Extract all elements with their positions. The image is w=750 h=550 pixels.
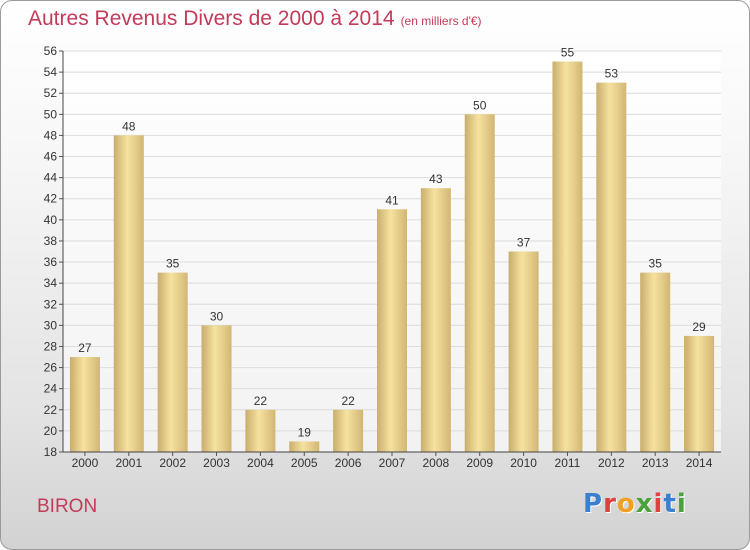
- logo-letter: x: [635, 489, 654, 519]
- y-tick-label: 30: [44, 318, 58, 332]
- chart-subtitle: (en milliers d'€): [400, 14, 482, 28]
- data-label: 22: [341, 394, 355, 408]
- logo-letter: i: [653, 489, 664, 519]
- y-tick-label: 38: [44, 234, 58, 248]
- y-tick-label: 36: [44, 255, 58, 269]
- bar-2014: [684, 335, 715, 452]
- bar-2000: [69, 357, 100, 452]
- y-tick-label: 34: [44, 276, 58, 290]
- y-tick-label: 20: [44, 424, 58, 438]
- y-tick-label: 52: [44, 86, 58, 100]
- bar-2005: [289, 441, 320, 452]
- bar-2011: [552, 61, 583, 452]
- y-tick-label: 40: [44, 213, 58, 227]
- y-tick-label: 28: [44, 339, 58, 353]
- y-tick-label: 42: [44, 192, 58, 206]
- data-label: 27: [78, 341, 92, 355]
- chart-title: Autres Revenus Divers de 2000 à 2014 (en …: [28, 7, 482, 31]
- bar-2003: [201, 325, 232, 452]
- x-tick-label: 2003: [203, 456, 230, 470]
- data-label: 53: [605, 67, 619, 81]
- bar-2008: [420, 188, 451, 452]
- logo-letter: i: [676, 489, 687, 519]
- x-tick-label: 2009: [466, 456, 493, 470]
- x-tick-label: 2002: [159, 456, 186, 470]
- x-tick-label: 2001: [115, 456, 142, 470]
- y-tick-label: 56: [44, 44, 58, 58]
- x-tick-label: 2008: [423, 456, 450, 470]
- x-tick-label: 2000: [72, 456, 99, 470]
- y-tick-label: 22: [44, 403, 58, 417]
- bar-2007: [377, 209, 407, 452]
- y-tick-label: 44: [44, 171, 58, 185]
- data-label: 35: [166, 257, 180, 271]
- data-label: 37: [517, 236, 531, 250]
- bar-2004: [245, 409, 276, 452]
- x-tick-label: 2004: [247, 456, 274, 470]
- y-tick-label: 18: [44, 445, 58, 459]
- x-tick-label: 2011: [555, 456, 581, 470]
- data-label: 30: [210, 309, 224, 323]
- bar-2001: [113, 135, 144, 452]
- x-tick-label: 2007: [379, 456, 406, 470]
- x-tick-label: 2005: [291, 456, 318, 470]
- logo-letter: r: [603, 489, 617, 519]
- x-tick-label: 2013: [642, 456, 669, 470]
- logo-letter: o: [616, 489, 636, 519]
- x-tick-label: 2010: [510, 456, 537, 470]
- y-tick-label: 48: [44, 128, 58, 142]
- bar-2009: [464, 114, 495, 452]
- chart-title-text: Autres Revenus Divers de 2000 à 2014: [28, 7, 395, 30]
- proxiti-logo[interactable]: Proxiti: [583, 489, 687, 519]
- bar-2010: [508, 251, 539, 452]
- data-label: 19: [298, 425, 312, 439]
- y-tick-label: 32: [44, 297, 58, 311]
- bar-2012: [596, 82, 627, 452]
- bar-2013: [640, 272, 671, 452]
- data-label: 55: [561, 46, 575, 60]
- data-label: 35: [649, 257, 663, 271]
- data-label: 50: [473, 98, 487, 112]
- place-name: BIRON: [37, 496, 98, 517]
- x-tick-label: 2012: [598, 456, 625, 470]
- y-tick-label: 50: [44, 107, 58, 121]
- y-tick-label: 26: [44, 361, 58, 375]
- data-label: 41: [385, 193, 399, 207]
- bar-2002: [157, 272, 188, 452]
- bar-2006: [333, 409, 364, 452]
- x-tick-label: 2006: [335, 456, 362, 470]
- y-tick-label: 54: [44, 65, 58, 79]
- logo-letter: P: [583, 489, 604, 519]
- data-label: 48: [122, 119, 136, 133]
- data-label: 22: [254, 394, 268, 408]
- y-tick-label: 24: [44, 382, 58, 396]
- logo-letter: t: [663, 489, 677, 519]
- x-tick-label: 2014: [686, 456, 713, 470]
- y-tick-label: 46: [44, 150, 58, 164]
- data-label: 29: [692, 320, 706, 334]
- data-label: 43: [429, 172, 443, 186]
